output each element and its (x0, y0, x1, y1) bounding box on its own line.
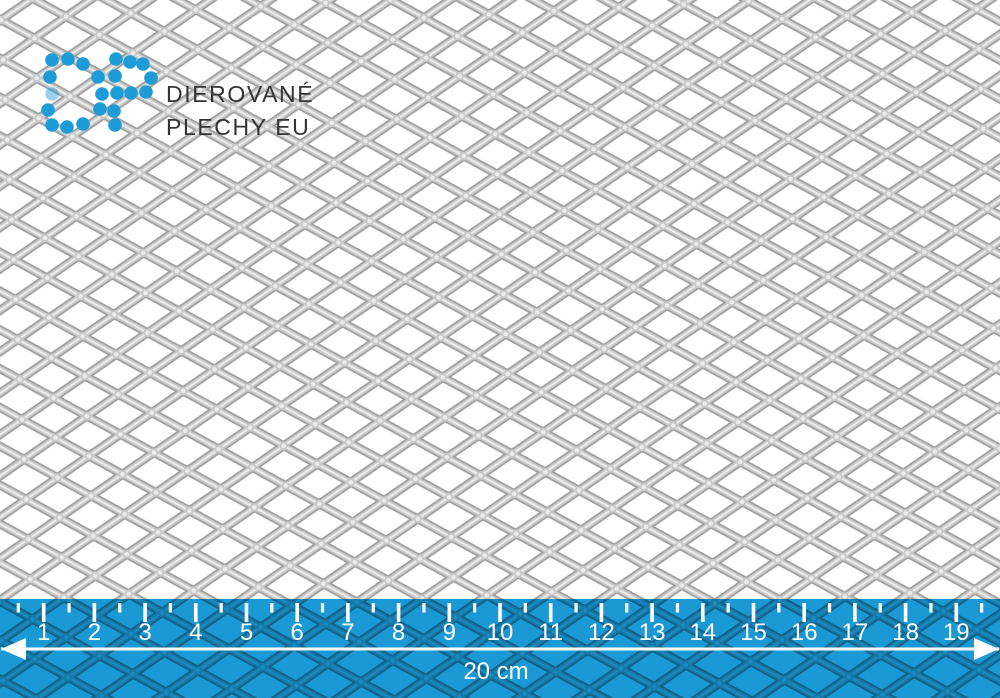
ruler-number: 13 (639, 619, 666, 646)
logo-dot-d (91, 70, 105, 84)
ruler-number: 7 (341, 619, 354, 646)
ruler-total-label: 20 cm (463, 658, 528, 685)
logo-dot-d (61, 52, 75, 66)
ruler-tick-major (853, 603, 857, 622)
ruler-tick-minor (422, 603, 426, 613)
ruler-tick-minor (675, 603, 680, 613)
ruler-tick-minor (523, 603, 527, 613)
ruler-tick-major (548, 603, 553, 622)
logo-dot-p (123, 55, 137, 69)
ruler-tick-minor (473, 603, 477, 613)
ruler-number: 15 (740, 619, 767, 646)
ruler-number: 10 (487, 619, 514, 646)
ruler-tick-major (498, 603, 502, 622)
ruler-tick-minor (168, 603, 173, 613)
logo-dot-p (139, 85, 153, 99)
ruler-tick-minor (270, 603, 274, 613)
dp-logo-dots (41, 52, 158, 134)
logo-dot-d (93, 102, 107, 116)
logo-dot-d (45, 87, 59, 101)
ruler-tick-minor (371, 603, 375, 613)
logo-dot-p (108, 69, 122, 83)
ruler-tick-minor (219, 603, 223, 613)
logo-line1: DIEROVANÉ (166, 81, 315, 107)
ruler-number: 16 (791, 619, 818, 646)
ruler-tick-major (194, 603, 198, 622)
ruler-number: 17 (842, 619, 869, 646)
ruler-number: 6 (291, 619, 304, 646)
ruler-tick-major (599, 603, 604, 622)
ruler-tick-major (751, 603, 756, 622)
logo-text: DIEROVANÉ PLECHY EU (166, 78, 314, 144)
ruler-tick-major (92, 603, 97, 622)
ruler-tick-minor (929, 603, 933, 613)
ruler-tick-major (396, 603, 401, 622)
ruler-tick-major (295, 603, 299, 622)
ruler-tick-minor (118, 603, 122, 613)
ruler-tick-minor (827, 603, 832, 613)
ruler-number: 9 (443, 619, 456, 646)
ruler-tick-minor (67, 603, 71, 613)
arrowhead-right-icon (974, 638, 999, 660)
logo-line2: PLECHY EU (166, 114, 311, 140)
ruler-number: 3 (138, 619, 151, 646)
logo-dot-d (45, 53, 59, 67)
ruler-number: 8 (392, 619, 405, 646)
ruler-tick-major (143, 603, 147, 622)
logo-dot-d (45, 118, 59, 132)
logo-dot-d (95, 87, 109, 101)
ruler-number: 14 (689, 619, 716, 646)
ruler-tick-minor (625, 603, 629, 613)
logo-dot-p (109, 52, 123, 66)
ruler-tick-minor (16, 603, 20, 613)
logo-dot-p (124, 86, 138, 100)
ruler-tick-minor (726, 603, 730, 613)
logo-dot-p (110, 86, 124, 100)
ruler-number: 12 (588, 619, 615, 646)
logo-dot-d (43, 70, 57, 84)
ruler-tick-major (650, 603, 654, 622)
ruler-tick-minor (320, 603, 325, 613)
ruler-tick-major (41, 603, 46, 622)
ruler-number: 2 (88, 619, 101, 646)
logo-dot-p (107, 104, 121, 118)
ruler-tick-major (346, 603, 350, 622)
logo-dot-p (136, 57, 150, 71)
ruler-number: 1 (37, 619, 50, 646)
arrowhead-left-icon (1, 638, 26, 660)
logo-dot-d (41, 103, 55, 117)
logo-dot-p (108, 118, 122, 132)
ruler-tick-minor (878, 603, 882, 613)
ruler-tick-major (954, 603, 959, 622)
ruler-number: 11 (538, 619, 563, 646)
ruler-tick-major (244, 603, 249, 622)
logo-dot-d (60, 120, 74, 134)
logo-dot-d (76, 57, 90, 71)
ruler-number: 19 (943, 619, 970, 646)
logo-dot-p (144, 71, 158, 85)
ruler-tick-minor (574, 603, 578, 613)
ruler-tick-minor (980, 603, 984, 613)
ruler-tick-major (447, 603, 452, 622)
ruler-tick-major (802, 603, 806, 622)
ruler-number: 18 (892, 619, 919, 646)
ruler-number: 4 (189, 619, 202, 646)
ruler-tick-major (701, 603, 705, 622)
ruler-tick-minor (777, 603, 781, 613)
ruler-number: 5 (240, 619, 253, 646)
logo-dot-d (76, 117, 90, 131)
ruler-tick-major (903, 603, 908, 622)
